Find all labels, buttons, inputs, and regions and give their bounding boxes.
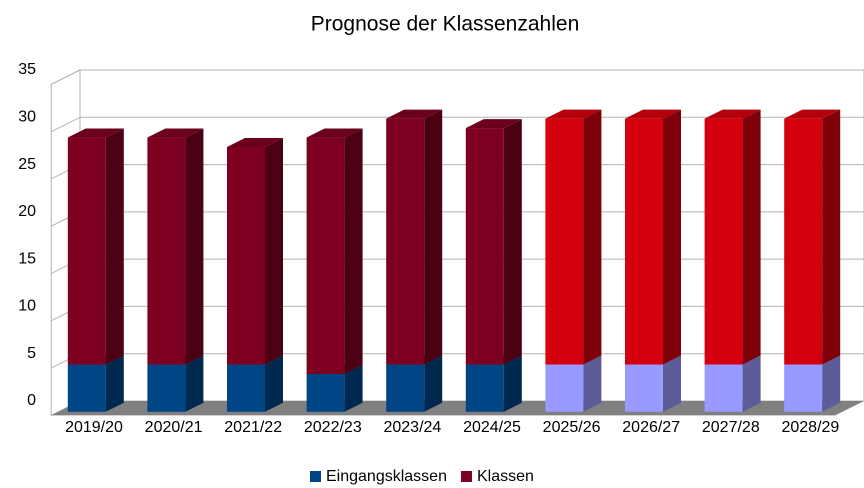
bar-front bbox=[465, 128, 504, 365]
legend-swatch bbox=[460, 471, 472, 482]
bar-side bbox=[663, 109, 681, 365]
bar-segment bbox=[147, 128, 204, 365]
x-tick-label: 2019/20 bbox=[65, 419, 123, 436]
x-tick-label: 2022/23 bbox=[304, 419, 362, 436]
bar-front bbox=[227, 364, 265, 412]
bar-top bbox=[386, 109, 443, 119]
bar-side bbox=[344, 128, 363, 374]
legend-swatch bbox=[310, 471, 321, 482]
x-tick-label: 2023/24 bbox=[383, 419, 441, 436]
bar-front bbox=[625, 364, 663, 412]
bar-front bbox=[147, 137, 186, 365]
bar-segment bbox=[625, 109, 681, 365]
bar-front bbox=[147, 364, 186, 412]
bar-front bbox=[67, 137, 106, 365]
legend-label: Eingangsklassen bbox=[326, 468, 447, 485]
bar-front bbox=[386, 118, 425, 365]
bar-side bbox=[663, 355, 681, 412]
bar-side bbox=[185, 128, 204, 365]
bar-top bbox=[625, 109, 681, 119]
bar-side bbox=[822, 355, 841, 412]
bar-side bbox=[185, 355, 204, 412]
bar-segment bbox=[306, 128, 363, 374]
bar-front bbox=[306, 137, 345, 374]
y-tick-label: 25 bbox=[18, 156, 36, 173]
x-tick-label: 2027/28 bbox=[702, 419, 760, 436]
bar-segment bbox=[465, 119, 522, 365]
bar-side bbox=[265, 138, 283, 365]
grid-line-side bbox=[50, 69, 81, 85]
bar-top bbox=[784, 109, 841, 119]
y-tick-label: 20 bbox=[18, 203, 36, 220]
bar-side bbox=[822, 109, 841, 365]
grid-line-side bbox=[50, 116, 81, 133]
bar-segment bbox=[67, 128, 124, 365]
bar-front bbox=[704, 364, 743, 412]
bar-front bbox=[784, 118, 823, 365]
x-tick-label: 2026/27 bbox=[622, 419, 680, 436]
x-tick-label: 2025/26 bbox=[543, 419, 601, 436]
x-tick-label: 2024/25 bbox=[463, 419, 521, 436]
bar-front bbox=[545, 118, 584, 365]
bar-top bbox=[545, 109, 602, 119]
bar-segment bbox=[386, 109, 443, 365]
bar-side bbox=[583, 355, 602, 412]
bar-segment bbox=[227, 138, 283, 365]
y-tick-label: 10 bbox=[18, 298, 36, 315]
bar-top bbox=[465, 119, 522, 129]
bar-side bbox=[583, 109, 602, 365]
bar-side bbox=[424, 355, 443, 412]
chart-title: Prognose der Klassenzahlen bbox=[311, 13, 580, 36]
x-tick-label: 2021/22 bbox=[224, 419, 282, 436]
bar-front bbox=[67, 364, 106, 412]
bar-front bbox=[227, 147, 265, 365]
y-tick-label: 15 bbox=[18, 250, 36, 267]
bar-top bbox=[227, 138, 283, 147]
x-tick-label: 2028/29 bbox=[781, 419, 839, 436]
y-tick-label: 35 bbox=[18, 61, 36, 78]
bar-front bbox=[465, 364, 504, 412]
legend-label: Klassen bbox=[477, 468, 534, 485]
bar-side bbox=[503, 119, 522, 365]
bar-front bbox=[386, 364, 425, 412]
bar-front bbox=[545, 364, 584, 412]
bar-front bbox=[306, 373, 345, 412]
bar-side bbox=[265, 355, 283, 412]
bar-top bbox=[67, 128, 124, 138]
x-tick-label: 2020/21 bbox=[145, 419, 203, 436]
bar-side bbox=[105, 355, 124, 412]
bar-side bbox=[503, 355, 522, 412]
bar-side bbox=[742, 109, 761, 365]
bar-segment bbox=[784, 109, 841, 365]
bar-top bbox=[704, 109, 761, 119]
bar-segment bbox=[704, 109, 761, 365]
bar-side bbox=[344, 364, 363, 412]
bar-side bbox=[105, 128, 124, 365]
y-tick-label: 30 bbox=[18, 109, 36, 126]
bar-front bbox=[784, 364, 823, 412]
bar-top bbox=[147, 128, 204, 138]
y-tick-label: 5 bbox=[27, 345, 36, 362]
bar-side bbox=[424, 109, 443, 365]
bar-front bbox=[625, 118, 663, 365]
bar-side bbox=[742, 355, 761, 412]
y-tick-label: 0 bbox=[27, 392, 36, 409]
bar-segment bbox=[545, 109, 602, 365]
bar-front bbox=[704, 118, 743, 365]
bar-top bbox=[306, 128, 363, 138]
